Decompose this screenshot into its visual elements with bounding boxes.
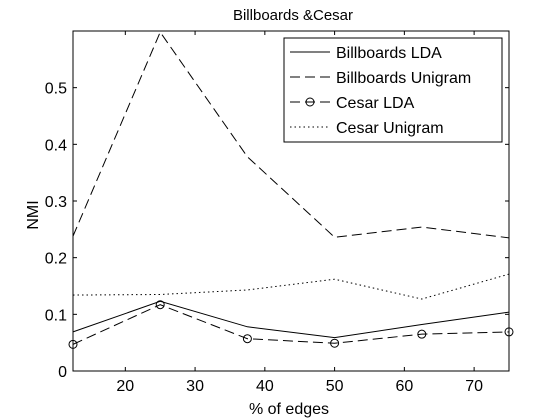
y-tick-label: 0.4 [45, 137, 67, 154]
series-line-cesar-unigram [72, 273, 510, 300]
axis-ticks: 20 30 40 50 60 70 0 0.1 0.2 0.3 0.4 0.5 [45, 31, 509, 395]
x-tick-label: 50 [326, 378, 344, 395]
y-tick-label: 0.1 [45, 307, 67, 324]
series-line-cesar-lda [72, 304, 510, 345]
x-tick-label: 30 [186, 378, 204, 395]
x-tick-label: 60 [395, 378, 413, 395]
legend-label-cesar-lda: Cesar LDA [336, 95, 415, 112]
legend-label-billboards-unigram: Billboards Unigram [336, 70, 471, 87]
data-point-cesar-lda [68, 339, 78, 349]
x-tick-label: 40 [256, 378, 274, 395]
y-tick-label: 0.3 [45, 194, 67, 211]
data-point-cesar-lda [417, 329, 427, 339]
legend-label-cesar-unigram: Cesar Unigram [336, 120, 444, 137]
y-axis-label: NMI [25, 200, 42, 229]
x-tick-label: 20 [116, 378, 134, 395]
series-layer [68, 31, 514, 349]
data-point-cesar-lda [330, 338, 340, 348]
legend-marker-cesar-lda [305, 97, 315, 107]
y-tick-label: 0.5 [45, 81, 67, 98]
legend: Billboards LDA Billboards Unigram Cesar LD… [283, 37, 503, 143]
data-point-cesar-lda [155, 300, 165, 310]
y-tick-label: 0 [58, 364, 67, 381]
y-tick-label: 0.2 [45, 251, 67, 268]
x-axis-label: % of edges [249, 401, 329, 418]
data-point-cesar-lda [504, 327, 514, 337]
series-line-billboards-lda [72, 300, 510, 339]
data-point-cesar-lda [242, 334, 252, 344]
legend-label-billboards-lda: Billboards LDA [336, 45, 442, 62]
x-tick-label: 70 [465, 378, 483, 395]
legend-box [283, 37, 503, 143]
chart-title: Billboards &Cesar [233, 7, 353, 24]
series-line-billboards-unigram [72, 31, 510, 239]
